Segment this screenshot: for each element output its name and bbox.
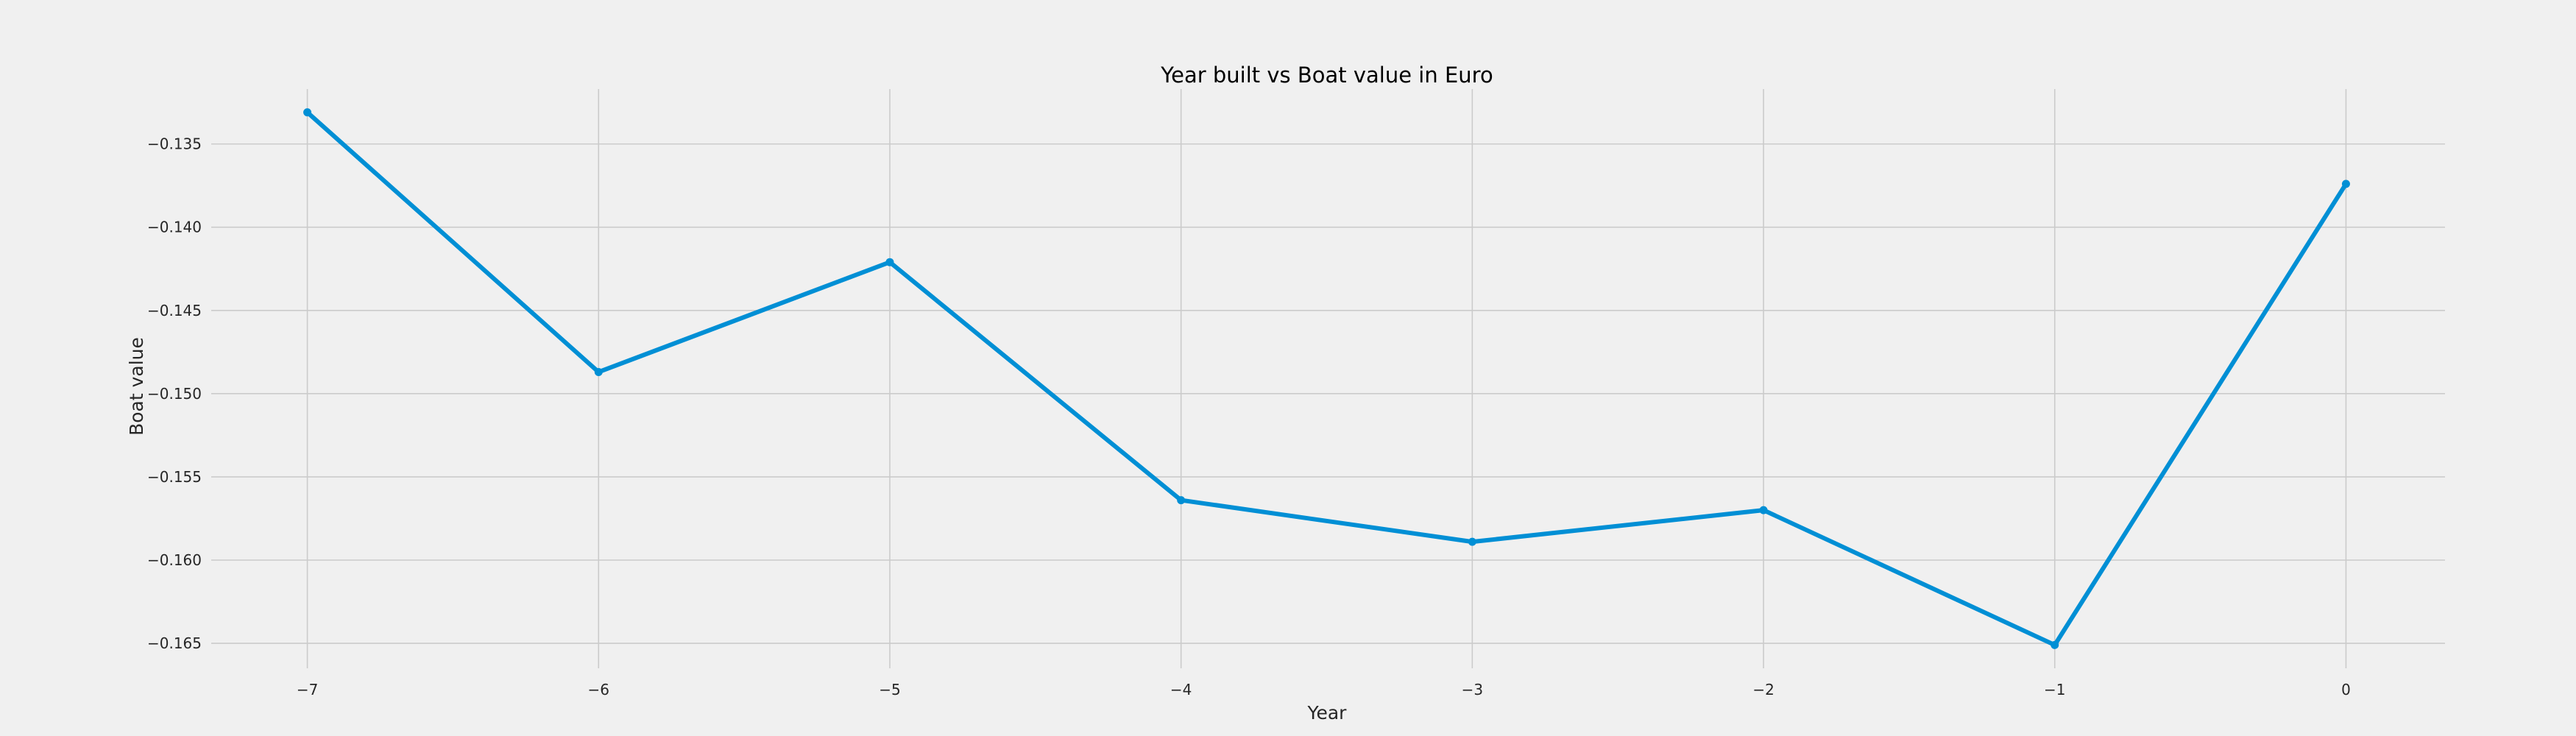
y-tick-label: −0.140: [147, 219, 202, 236]
data-point: [2050, 640, 2059, 649]
x-axis-title: Year: [1307, 702, 1348, 723]
data-point: [594, 367, 603, 376]
x-tick-label: −6: [588, 681, 609, 698]
x-tick-label: −1: [2044, 681, 2065, 698]
y-tick-label: −0.165: [147, 634, 202, 652]
data-point: [1177, 496, 1186, 505]
series-line: [305, 110, 2349, 648]
x-tick-label: −5: [879, 681, 900, 698]
y-tick-label: −0.145: [147, 302, 202, 319]
data-point: [885, 258, 894, 266]
data-point: [1468, 537, 1476, 546]
x-tick-label: 0: [2341, 681, 2351, 698]
x-tick-label: −7: [297, 681, 318, 698]
x-tick-label: −4: [1170, 681, 1192, 698]
x-gridlines: [306, 89, 2347, 668]
y-tick-label: −0.135: [147, 135, 202, 153]
data-point: [303, 108, 312, 117]
y-tick-labels: −0.135 −0.140 −0.145 −0.150 −0.155 −0.160 −0.1…: [147, 135, 202, 652]
data-point: [1759, 506, 1768, 514]
data-point: [2341, 180, 2350, 188]
series-layer: [303, 108, 2350, 649]
x-tick-label: −2: [1752, 681, 1774, 698]
chart-title: Year built vs Boat value in Euro: [1160, 63, 1493, 88]
y-tick-label: −0.155: [147, 468, 202, 486]
y-axis-title: Boat value: [126, 337, 147, 436]
y-gridlines: [211, 143, 2445, 644]
x-tick-labels: −7 −6 −5 −4 −3 −2 −1 0: [297, 681, 2351, 698]
y-tick-label: −0.160: [147, 551, 202, 569]
x-tick-label: −3: [1462, 681, 1483, 698]
y-tick-label: −0.150: [147, 385, 202, 403]
